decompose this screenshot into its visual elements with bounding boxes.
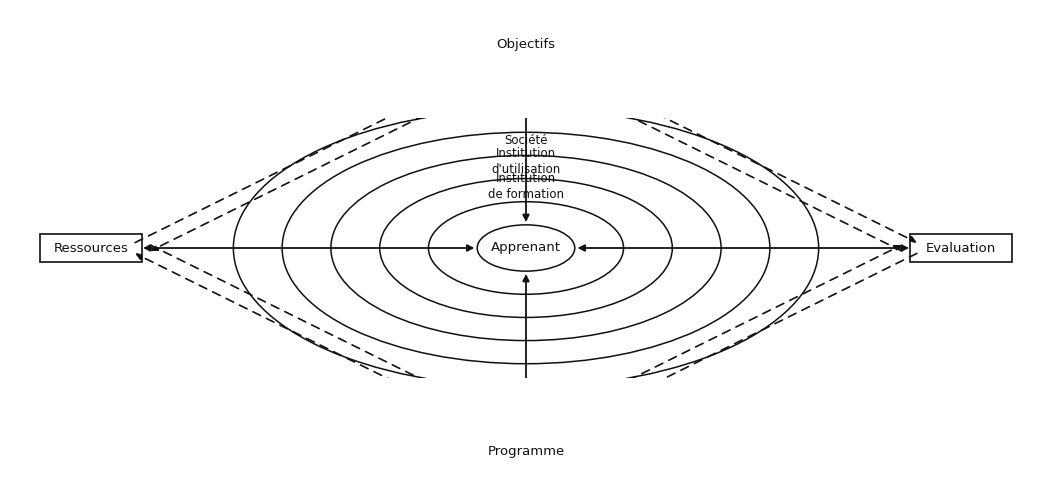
FancyArrowPatch shape (145, 245, 472, 251)
FancyBboxPatch shape (480, 438, 572, 466)
FancyArrowPatch shape (153, 62, 531, 250)
Text: Programme: Programme (487, 445, 565, 458)
Text: Objectifs: Objectifs (497, 38, 555, 51)
FancyArrowPatch shape (537, 54, 915, 242)
Text: Ressources: Ressources (54, 242, 129, 254)
FancyBboxPatch shape (40, 234, 142, 262)
FancyArrowPatch shape (523, 276, 529, 434)
Text: Apprenant: Apprenant (491, 242, 561, 254)
FancyArrowPatch shape (150, 245, 529, 433)
FancyArrowPatch shape (523, 62, 529, 220)
FancyArrowPatch shape (135, 55, 514, 243)
Text: Institution
d'utilisation: Institution d'utilisation (491, 147, 561, 176)
Text: Société: Société (504, 134, 548, 147)
FancyArrowPatch shape (580, 245, 907, 251)
FancyBboxPatch shape (910, 234, 1012, 262)
Text: Institution
de formation: Institution de formation (488, 172, 564, 201)
FancyArrowPatch shape (523, 63, 902, 251)
FancyBboxPatch shape (480, 30, 572, 58)
FancyArrowPatch shape (137, 254, 515, 442)
Text: Evaluation: Evaluation (926, 242, 995, 254)
FancyArrowPatch shape (521, 246, 899, 434)
FancyArrowPatch shape (538, 253, 917, 441)
